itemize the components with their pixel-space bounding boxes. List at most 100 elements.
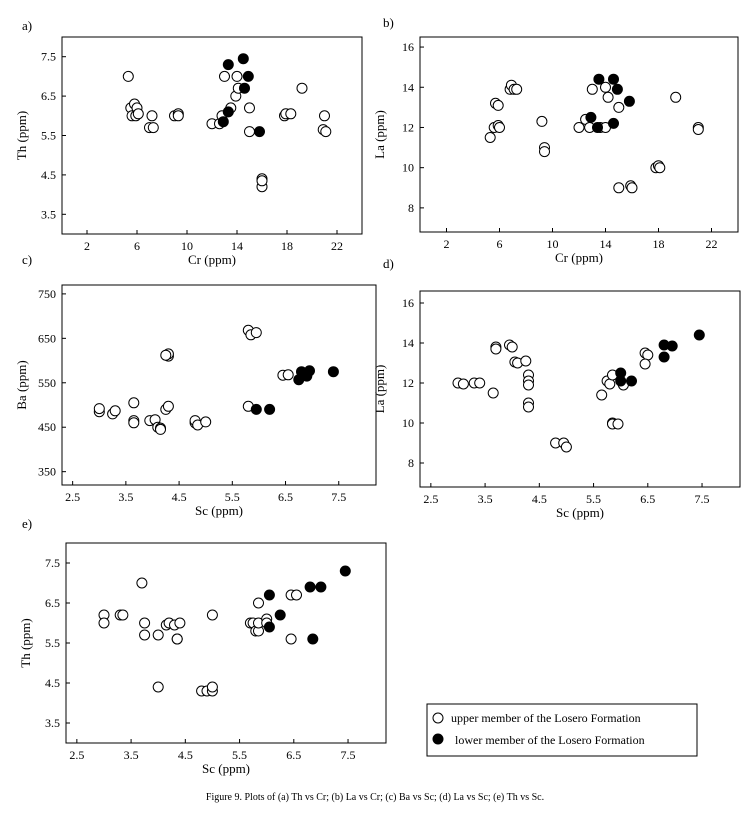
y-tick-label: 550 bbox=[38, 376, 56, 390]
y-tick-label: 6.5 bbox=[41, 89, 56, 103]
x-axis-label: Sc (ppm) bbox=[202, 761, 250, 776]
y-tick-label: 12 bbox=[402, 120, 414, 134]
y-tick-label: 750 bbox=[38, 287, 56, 301]
y-tick-label: 7.5 bbox=[45, 556, 60, 570]
data-point-upper bbox=[536, 115, 548, 127]
panel-label: b) bbox=[383, 15, 394, 30]
data-point-upper bbox=[244, 126, 255, 138]
x-tick-label: 6.5 bbox=[278, 490, 293, 504]
data-point-lower bbox=[693, 329, 705, 341]
x-tick-label: 3.5 bbox=[478, 492, 493, 506]
data-point-lower bbox=[217, 116, 229, 128]
data-point-upper bbox=[692, 124, 704, 135]
figure-caption: Figure 9. Plots of (a) Th vs Cr; (b) La … bbox=[206, 792, 544, 803]
data-point-lower bbox=[658, 351, 670, 363]
data-point-upper bbox=[642, 349, 654, 361]
y-axis-label: Th (ppm) bbox=[14, 111, 29, 160]
data-point-upper bbox=[160, 349, 172, 361]
data-point-upper bbox=[171, 633, 183, 645]
data-point-upper bbox=[539, 146, 550, 158]
x-tick-label: 18 bbox=[653, 237, 665, 251]
x-tick-label: 6 bbox=[134, 239, 140, 253]
data-point-upper bbox=[231, 70, 243, 82]
data-point-upper bbox=[172, 110, 184, 122]
data-point-upper bbox=[492, 99, 504, 111]
data-point-lower bbox=[585, 111, 597, 123]
data-point-upper bbox=[122, 70, 134, 82]
plot-frame bbox=[419, 290, 741, 488]
plot-panels: a) 2 6 10 14 18 22 3.5 4.5 5.5 6.5 7.5 Cr (ppm) Th (p… bbox=[14, 15, 741, 776]
x-tick-label: 2.5 bbox=[423, 492, 438, 506]
legend-lower-marker bbox=[432, 733, 444, 745]
data-point-lower bbox=[222, 106, 234, 118]
x-tick-label: 5.5 bbox=[586, 492, 601, 506]
data-point-upper bbox=[152, 629, 164, 641]
data-point-upper bbox=[128, 417, 140, 429]
x-axis-label: Sc (ppm) bbox=[195, 503, 243, 518]
data-point-upper bbox=[612, 418, 624, 430]
x-tick-label: 4.5 bbox=[178, 748, 193, 762]
x-tick-label: 7.5 bbox=[695, 492, 710, 506]
chart-panel-b: b) 2 6 10 14 18 22 8 10 12 14 16 Cr (ppm) La (ppm) bbox=[372, 15, 739, 265]
data-point-lower bbox=[626, 375, 637, 387]
data-point-lower bbox=[254, 126, 265, 138]
y-axis-label: Ba (ppm) bbox=[14, 360, 29, 409]
data-point-upper bbox=[152, 681, 164, 693]
x-tick-label: 10 bbox=[181, 239, 193, 253]
data-point-upper bbox=[523, 401, 534, 413]
data-point-upper bbox=[484, 132, 496, 143]
data-point-lower bbox=[592, 122, 603, 133]
chart-panel-a: a) 2 6 10 14 18 22 3.5 4.5 5.5 6.5 7.5 Cr (ppm) Th (p… bbox=[14, 18, 363, 267]
y-tick-label: 10 bbox=[402, 161, 414, 175]
data-point-upper bbox=[136, 577, 148, 589]
data-point-upper bbox=[604, 378, 616, 390]
data-point-upper bbox=[586, 83, 598, 95]
x-tick-label: 22 bbox=[706, 237, 718, 251]
y-tick-label: 16 bbox=[402, 40, 414, 54]
data-point-upper bbox=[139, 629, 151, 641]
data-point-upper bbox=[117, 609, 129, 621]
data-point-upper bbox=[139, 617, 151, 629]
data-point-upper bbox=[560, 441, 572, 453]
legend-lower-label: lower member of the Losero Formation bbox=[455, 733, 645, 747]
data-point-upper bbox=[285, 108, 297, 120]
data-point-upper bbox=[253, 597, 264, 609]
x-tick-label: 6.5 bbox=[286, 748, 301, 762]
data-point-upper bbox=[523, 379, 534, 391]
x-tick-label: 2 bbox=[444, 237, 450, 251]
x-tick-label: 14 bbox=[600, 237, 612, 251]
data-point-lower bbox=[222, 59, 234, 71]
data-point-upper bbox=[319, 110, 330, 122]
panel-label: a) bbox=[22, 18, 32, 33]
y-tick-label: 4.5 bbox=[41, 168, 56, 182]
data-point-upper bbox=[147, 122, 159, 134]
plot-frame bbox=[61, 284, 377, 486]
data-point-lower bbox=[608, 73, 619, 85]
data-point-upper bbox=[490, 343, 502, 355]
data-point-upper bbox=[573, 122, 585, 133]
x-tick-label: 4.5 bbox=[172, 490, 187, 504]
data-point-upper bbox=[520, 355, 532, 367]
data-point-lower bbox=[666, 340, 678, 352]
y-tick-label: 5.5 bbox=[45, 636, 60, 650]
data-point-upper bbox=[602, 91, 614, 103]
data-point-upper bbox=[155, 423, 166, 435]
data-point-upper bbox=[639, 358, 651, 370]
data-point-lower bbox=[274, 609, 286, 621]
data-point-upper bbox=[98, 617, 110, 629]
legend: upper member of the Losero Formation low… bbox=[426, 703, 698, 757]
data-point-lower bbox=[304, 365, 315, 377]
y-tick-label: 5.5 bbox=[41, 129, 56, 143]
data-point-lower bbox=[304, 581, 316, 593]
data-point-lower bbox=[263, 589, 275, 601]
y-tick-label: 650 bbox=[38, 331, 56, 345]
x-tick-label: 10 bbox=[547, 237, 559, 251]
data-point-upper bbox=[291, 589, 302, 601]
data-point-lower bbox=[593, 73, 605, 85]
y-tick-label: 14 bbox=[402, 336, 414, 350]
data-point-upper bbox=[206, 681, 218, 693]
data-point-upper bbox=[596, 389, 608, 401]
data-point-upper bbox=[320, 126, 332, 138]
data-point-upper bbox=[511, 83, 523, 95]
